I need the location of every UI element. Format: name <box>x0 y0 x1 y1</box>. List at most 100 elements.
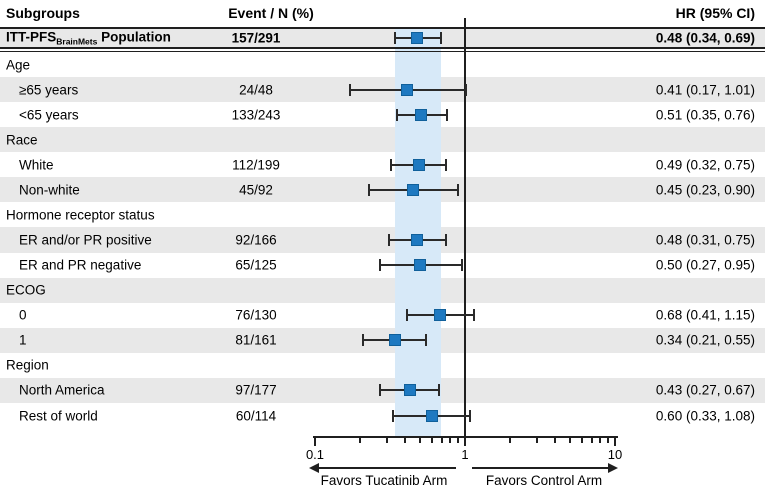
hr-ci-value: 0.43 (0.27, 0.67) <box>655 382 755 398</box>
favors-left-arrow-line <box>318 467 456 469</box>
ci-cap-low <box>391 409 394 422</box>
x-axis-minor-tick <box>404 438 407 443</box>
subgroup-label: Race <box>6 132 38 148</box>
hr-point-marker <box>412 158 425 171</box>
x-axis-minor-tick <box>385 438 388 443</box>
hr-point-marker <box>415 108 428 121</box>
header-subgroups: Subgroups <box>6 5 80 21</box>
x-axis-minor-tick <box>535 438 538 443</box>
subgroup-label: Region <box>6 357 49 373</box>
subgroup-label: North America <box>19 382 105 398</box>
subgroup-row: Region <box>0 353 765 378</box>
hr-point-marker <box>400 83 413 96</box>
event-n-value: 60/114 <box>235 408 277 423</box>
ci-cap-high <box>446 108 449 121</box>
subgroup-label: 1 <box>19 332 27 348</box>
axis-tick-label-10: 10 <box>607 447 623 462</box>
event-n-value: 24/48 <box>239 82 273 98</box>
subgroup-label: <65 years <box>19 107 79 123</box>
ci-cap-low <box>387 234 390 247</box>
overall-ci-band <box>394 29 441 436</box>
ci-cap-high <box>445 234 448 247</box>
subgroup-label: Age <box>6 57 31 73</box>
subgroup-label: ECOG <box>6 282 46 298</box>
subgroup-label: Hormone receptor status <box>6 207 155 223</box>
subgroup-row: ER and/or PR positive 92/166 0.48 (0.31, 0… <box>0 227 765 253</box>
overall-divider-line-top <box>0 47 765 49</box>
ci-cap-low <box>378 384 381 397</box>
event-n-value: 133/243 <box>231 107 281 123</box>
hr-point-marker <box>411 234 424 247</box>
hr-point-marker <box>404 384 417 397</box>
subgroup-label: Non-white <box>19 182 80 198</box>
ci-cap-high <box>457 183 460 196</box>
ci-cap-low <box>378 259 381 272</box>
subgroup-row: ECOG <box>0 277 765 303</box>
favors-right-arrow-line <box>472 467 608 469</box>
x-axis-major-tick <box>314 438 316 446</box>
favors-tucatinib-label: Favors Tucatinib Arm <box>320 473 448 488</box>
subgroup-row: 0 76/130 0.68 (0.41, 1.15) <box>0 303 765 328</box>
ci-cap-high <box>473 309 476 322</box>
event-n-value: 112/199 <box>232 157 280 173</box>
event-n-value: 65/125 <box>235 257 277 273</box>
x-axis-minor-tick <box>457 438 460 443</box>
subgroup-row: <65 years 133/243 0.51 (0.35, 0.76) <box>0 102 765 127</box>
ci-cap-high <box>425 334 428 347</box>
hr-ci-value: 0.41 (0.17, 1.01) <box>655 82 755 98</box>
x-axis-minor-tick <box>568 438 571 443</box>
hr-ci-value: 0.48 (0.34, 0.69) <box>655 30 755 46</box>
x-axis-minor-tick <box>590 438 593 443</box>
subgroup-row: Age <box>0 52 765 77</box>
subgroup-label: ER and/or PR positive <box>19 232 152 248</box>
x-axis-minor-tick <box>509 438 512 443</box>
x-axis-minor-tick <box>359 438 362 443</box>
hr-ci-value: 0.51 (0.35, 0.76) <box>655 107 755 123</box>
subgroup-label-subscript: BrainMets <box>56 36 98 47</box>
hr-point-marker <box>411 32 424 44</box>
hr-ci-value: 0.49 (0.32, 0.75) <box>655 157 755 173</box>
x-axis-line <box>313 436 618 438</box>
hr-ci-value: 0.34 (0.21, 0.55) <box>655 332 755 348</box>
hr-point-marker <box>388 334 401 347</box>
table-header: Subgroups Event / N (%) HR (95% CI) <box>0 0 765 27</box>
subgroup-row: Hormone receptor status <box>0 202 765 227</box>
ci-cap-high <box>439 32 442 44</box>
event-n-value: 76/130 <box>235 307 277 323</box>
ci-cap-high <box>469 409 471 422</box>
x-axis-major-tick <box>614 438 616 446</box>
subgroup-label: ER and PR negative <box>19 257 142 273</box>
hr-point-marker <box>406 183 419 196</box>
axis-tick-label-1: 1 <box>461 447 469 462</box>
overall-divider-line-bottom <box>0 50 765 52</box>
ci-cap-low <box>389 158 392 171</box>
ci-cap-low <box>368 183 371 196</box>
hr-point-marker <box>425 409 438 422</box>
favors-control-label: Favors Control Arm <box>485 473 603 488</box>
x-axis-major-tick <box>464 438 466 446</box>
ci-cap-low <box>348 83 351 96</box>
hr-point-marker <box>433 309 446 322</box>
ci-cap-high <box>464 83 467 96</box>
event-n-value: 92/166 <box>235 232 277 248</box>
ci-cap-high <box>445 158 448 171</box>
subgroup-row: Race <box>0 127 765 153</box>
x-axis-minor-tick <box>430 438 433 443</box>
x-axis-minor-tick <box>440 438 443 443</box>
ci-cap-high <box>460 259 463 272</box>
subgroup-label: Rest of world <box>19 408 98 423</box>
x-axis-minor-tick <box>554 438 557 443</box>
x-axis-minor-tick <box>607 438 610 443</box>
hr-ci-value: 0.48 (0.31, 0.75) <box>655 232 755 248</box>
subgroup-label: 0 <box>19 307 27 323</box>
event-n-value: 81/161 <box>235 332 277 348</box>
hr-ci-value: 0.50 (0.27, 0.95) <box>655 257 755 273</box>
subgroup-row: White 112/199 0.49 (0.32, 0.75) <box>0 152 765 177</box>
ci-cap-low <box>395 108 398 121</box>
hr-ci-value: 0.45 (0.23, 0.90) <box>655 182 755 198</box>
ci-cap-low <box>362 334 365 347</box>
x-axis-minor-tick <box>599 438 602 443</box>
subgroup-row: Rest of world 60/114 0.60 (0.33, 1.08) <box>0 403 765 428</box>
header-event-n: Event / N (%) <box>228 5 314 21</box>
